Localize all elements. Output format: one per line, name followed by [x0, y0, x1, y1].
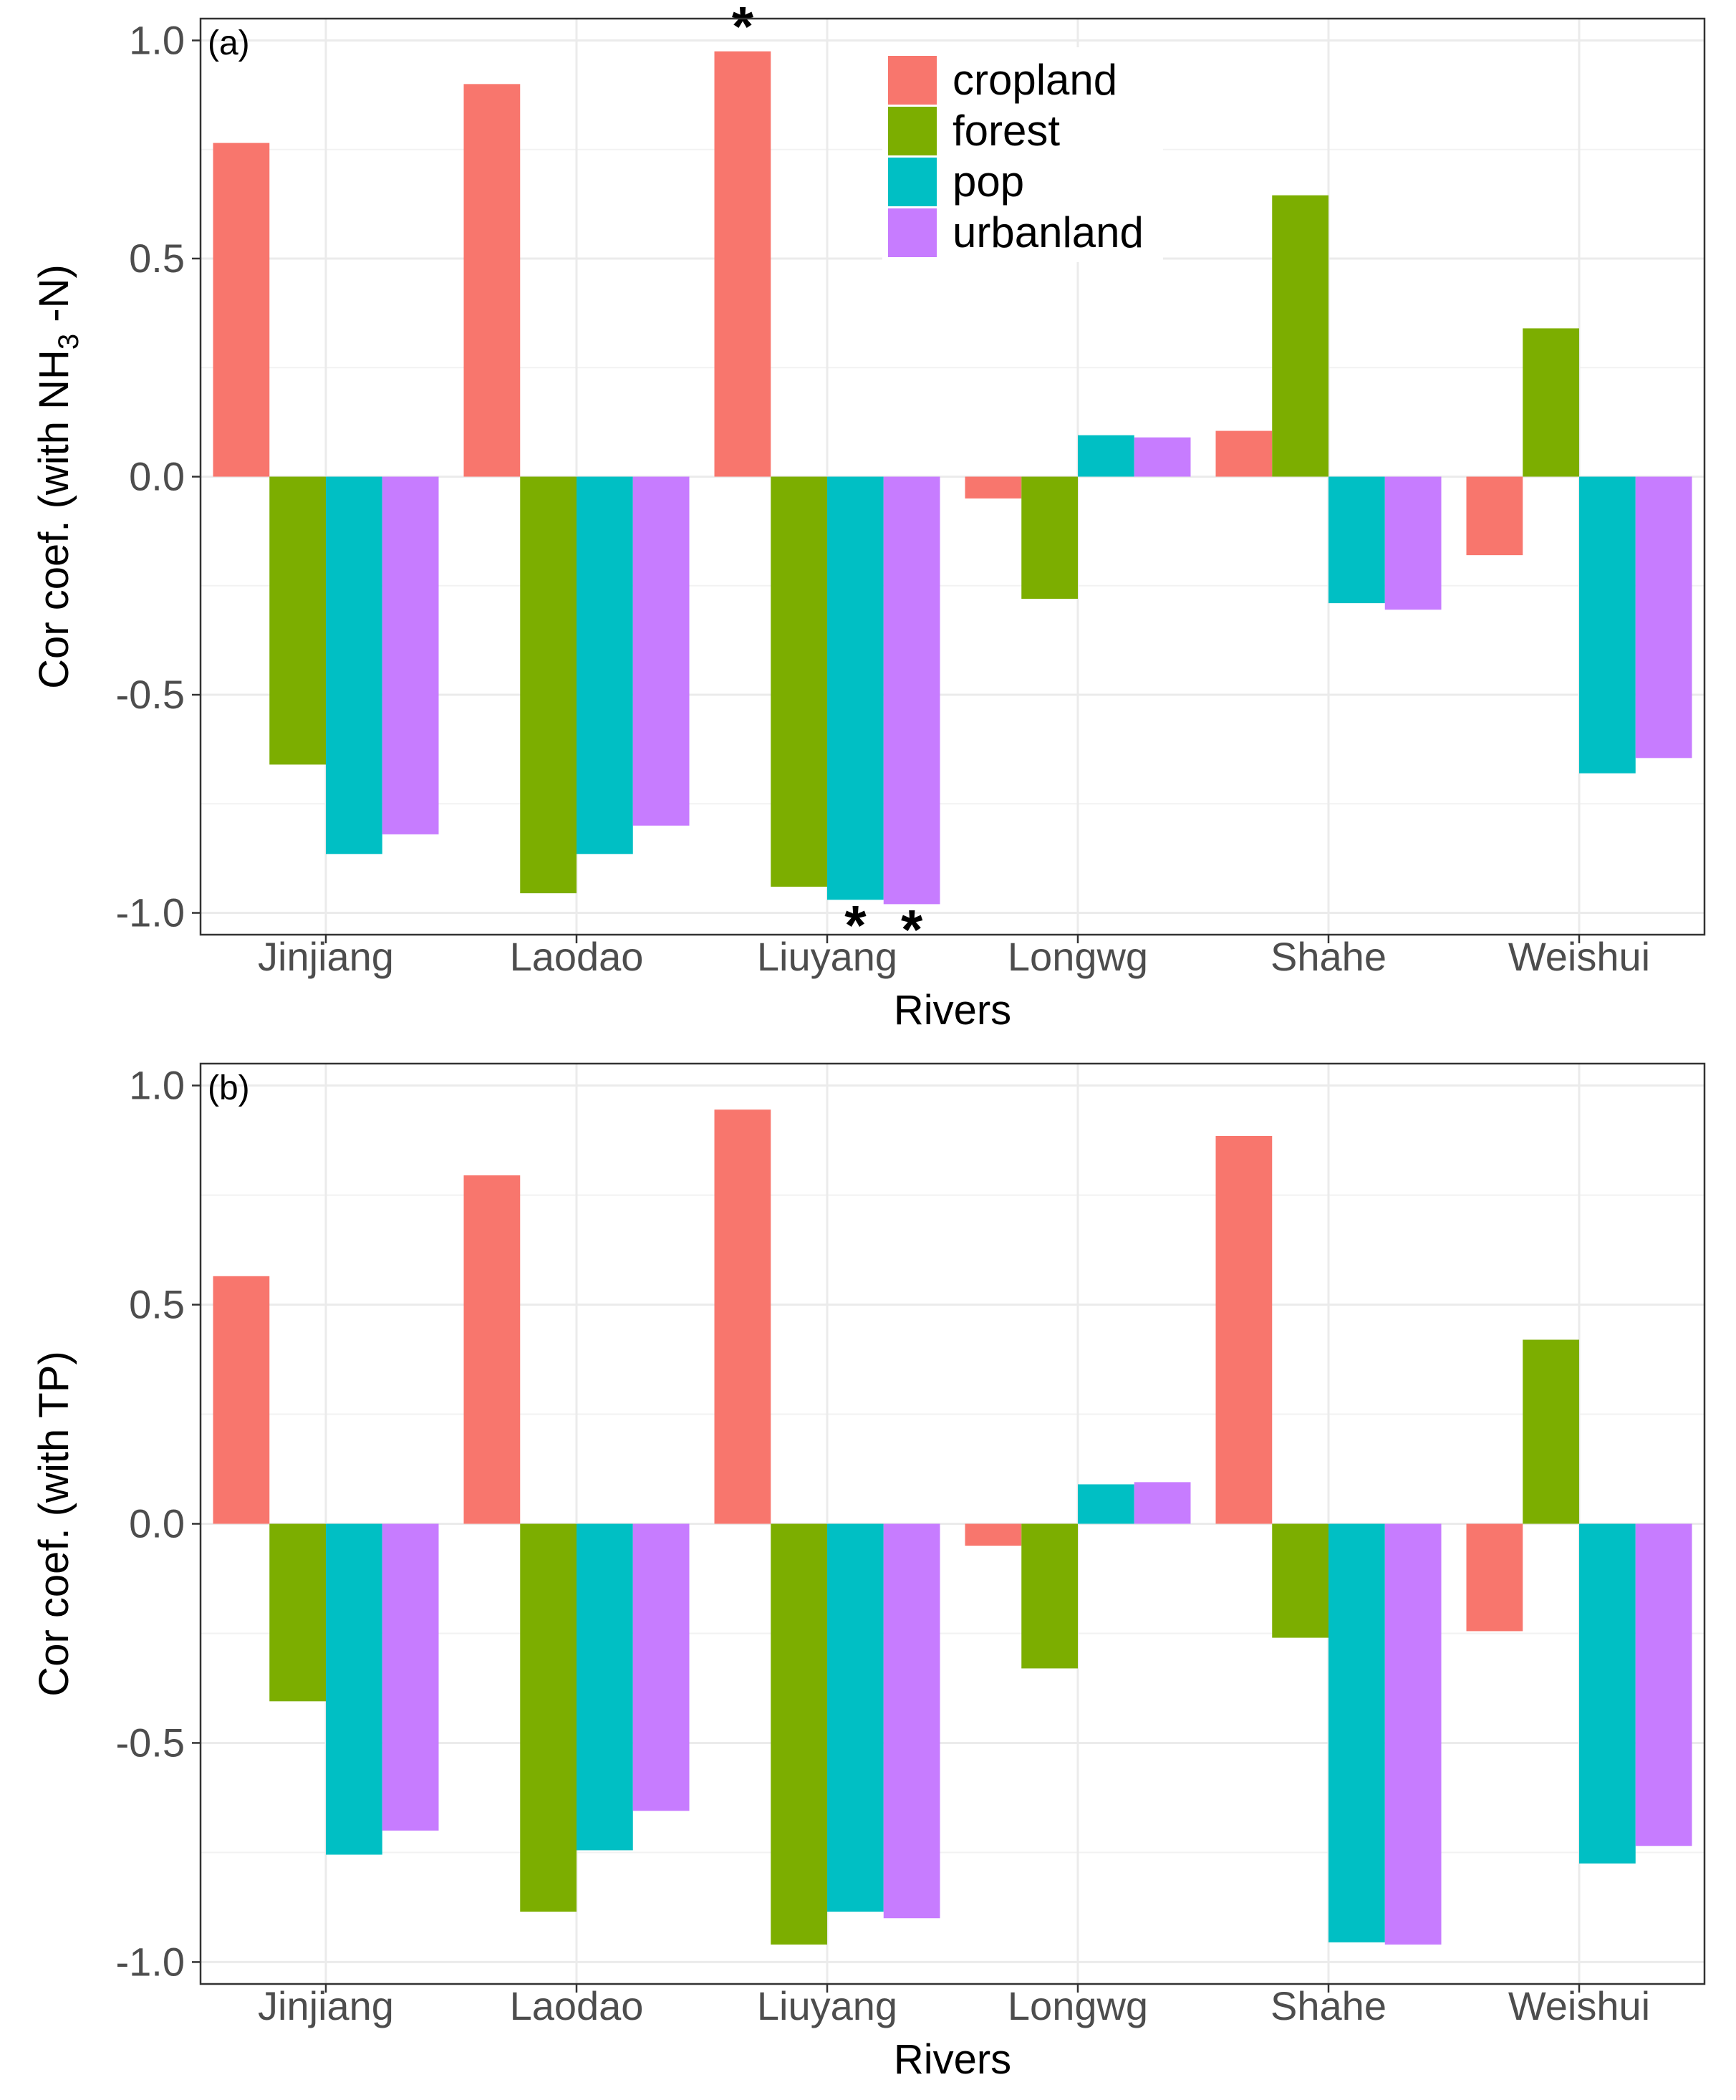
bar-urbanland-longwg — [1134, 437, 1191, 477]
y-axis-title: Cor coef. (with NH3 -N) — [31, 264, 85, 689]
y-tick-label: 1.0 — [129, 1063, 185, 1108]
x-tick-label: Longwg — [1008, 1983, 1148, 2028]
bar-urbanland-weishui — [1635, 1523, 1692, 1846]
bar-forest-longwg — [1021, 476, 1078, 599]
bar-forest-shahe — [1272, 195, 1328, 477]
bar-forest-laodao — [520, 476, 577, 894]
panel-label: (b) — [208, 1069, 250, 1107]
bar-urbanland-weishui — [1635, 476, 1692, 758]
bar-forest-laodao — [520, 1523, 577, 1912]
bar-urbanland-shahe — [1384, 476, 1442, 610]
y-tick-label: -0.5 — [116, 672, 185, 717]
legend-label-cropland: cropland — [953, 56, 1117, 104]
y-tick-label: 1.0 — [129, 17, 185, 62]
bar-forest-jinjiang — [269, 476, 326, 765]
y-tick-label: -0.5 — [116, 1720, 185, 1765]
y-axis-title-part: Cor coef. (with NH — [31, 350, 77, 689]
legend-label-urbanland: urbanland — [953, 208, 1144, 256]
x-tick-label: Shahe — [1270, 1983, 1387, 2028]
bar-cropland-longwg — [965, 476, 1022, 498]
legend-key-urbanland — [888, 208, 937, 257]
y-axis-title-part: Cor coef. (with TP) — [31, 1351, 77, 1696]
bar-cropland-shahe — [1215, 430, 1273, 477]
bar-pop-liuyang — [827, 1523, 884, 1912]
x-tick-label: Liuyang — [757, 1983, 897, 2028]
bar-forest-shahe — [1272, 1523, 1328, 1638]
x-tick-label: Jinjiang — [258, 1983, 394, 2028]
panel-label: (a) — [208, 24, 250, 62]
legend-label-forest: forest — [953, 107, 1060, 155]
x-tick-label: Laodao — [510, 934, 644, 979]
bar-urbanland-laodao — [632, 476, 690, 826]
bar-cropland-jinjiang — [213, 143, 270, 477]
bar-urbanland-liuyang — [883, 476, 940, 905]
x-axis-title: Rivers — [894, 987, 1011, 1034]
y-tick-label: 0.5 — [129, 1282, 185, 1327]
bar-pop-laodao — [577, 1523, 633, 1851]
bar-urbanland-longwg — [1134, 1482, 1191, 1524]
x-tick-label: Jinjiang — [258, 934, 394, 979]
bar-pop-longwg — [1078, 435, 1134, 477]
bar-forest-jinjiang — [269, 1523, 326, 1702]
bar-cropland-weishui — [1466, 476, 1523, 556]
bar-forest-weishui — [1523, 1339, 1579, 1524]
x-tick-label: Liuyang — [757, 934, 897, 979]
bar-pop-laodao — [577, 476, 633, 854]
significance-star-urbanland-liuyang: * — [901, 897, 923, 960]
x-axis-title: Rivers — [894, 2036, 1011, 2083]
bar-urbanland-jinjiang — [382, 1523, 439, 1831]
bar-urbanland-jinjiang — [382, 476, 439, 834]
bar-pop-jinjiang — [326, 476, 382, 854]
legend-key-pop — [888, 158, 937, 206]
legend-key-cropland — [888, 56, 937, 105]
bar-cropland-shahe — [1215, 1135, 1273, 1524]
legend-key-forest — [888, 107, 937, 155]
bar-pop-liuyang — [827, 476, 884, 900]
y-axis-title-subscript: 3 — [53, 334, 85, 350]
panel-a: * * * -1.0 -0.5 0.0 0.5 1.0 Jinjiang Laodao Liuyan… — [31, 0, 1706, 1034]
bar-forest-liuyang — [771, 1523, 827, 1945]
bar-pop-jinjiang — [326, 1523, 382, 1855]
x-tick-label: Weishui — [1508, 1983, 1650, 2028]
x-tick-label: Longwg — [1008, 934, 1148, 979]
significance-star-cropland-liuyang: * — [732, 0, 754, 58]
bar-cropland-liuyang — [714, 51, 771, 477]
bar-pop-weishui — [1579, 476, 1636, 774]
x-tick-label: Weishui — [1508, 934, 1650, 979]
bar-pop-longwg — [1078, 1484, 1134, 1524]
bar-cropland-longwg — [965, 1523, 1022, 1546]
significance-star-pop-liuyang: * — [844, 893, 867, 956]
x-tick-label: Shahe — [1270, 934, 1387, 979]
legend-label-pop: pop — [953, 158, 1024, 206]
y-axis-title: Cor coef. (with TP) — [31, 1351, 77, 1696]
y-tick-label: -1.0 — [116, 890, 185, 935]
y-tick-label: 0.0 — [129, 1501, 185, 1546]
bar-cropland-weishui — [1466, 1523, 1523, 1632]
bar-urbanland-shahe — [1384, 1523, 1442, 1945]
x-tick-label: Laodao — [510, 1983, 644, 2028]
bar-forest-liuyang — [771, 476, 827, 887]
bar-urbanland-laodao — [632, 1523, 690, 1811]
y-tick-label: -1.0 — [116, 1939, 185, 1984]
bar-cropland-laodao — [463, 1175, 521, 1524]
y-tick-label: 0.0 — [129, 454, 185, 499]
bar-cropland-jinjiang — [213, 1276, 270, 1524]
y-tick-label: 0.5 — [129, 236, 185, 281]
bar-cropland-laodao — [463, 84, 521, 477]
bar-urbanland-liuyang — [883, 1523, 940, 1919]
bar-pop-shahe — [1328, 1523, 1385, 1942]
panel-b: -1.0 -0.5 0.0 0.5 1.0 Jinjiang Laodao Liuyang Lo… — [31, 1063, 1706, 2083]
y-axis-title-part: -N) — [31, 264, 77, 334]
bar-forest-weishui — [1523, 328, 1579, 477]
bar-forest-longwg — [1021, 1523, 1078, 1669]
bar-cropland-liuyang — [714, 1109, 771, 1524]
bar-pop-weishui — [1579, 1523, 1636, 1864]
bar-pop-shahe — [1328, 476, 1385, 604]
